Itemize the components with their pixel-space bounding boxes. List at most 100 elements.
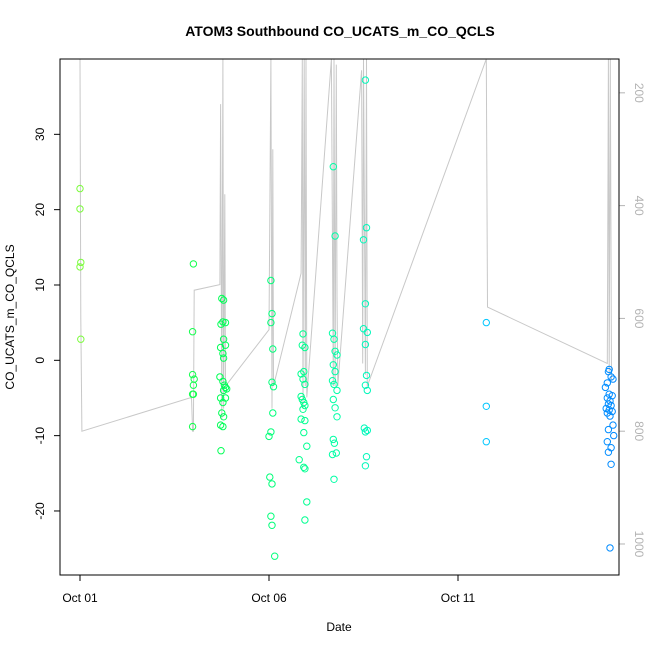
flight-track <box>79 59 612 432</box>
data-point <box>610 431 618 440</box>
data-point <box>330 439 339 447</box>
data-point <box>363 328 371 337</box>
data-point <box>76 184 84 193</box>
data-point <box>271 552 279 560</box>
data-point <box>301 401 309 410</box>
data-point <box>362 371 371 380</box>
data-point <box>604 425 613 434</box>
data-point <box>188 370 197 379</box>
y-tick-label: -10 <box>33 427 47 445</box>
data-point <box>330 335 338 343</box>
data-point <box>301 343 309 352</box>
data-point <box>267 276 275 285</box>
data-point <box>609 421 617 429</box>
y-axis-label: CO_UCATS_m_CO_QCLS <box>3 244 17 389</box>
data-point <box>219 349 227 358</box>
y-tick-label: -20 <box>33 502 47 520</box>
data-point <box>329 435 337 444</box>
data-point <box>603 379 611 387</box>
data-point <box>333 386 341 395</box>
data-point <box>219 354 228 362</box>
plot-frame <box>59 58 620 576</box>
data-point <box>328 377 337 385</box>
data-point <box>331 232 339 240</box>
data-point <box>329 395 337 404</box>
data-point <box>268 480 276 488</box>
data-point <box>607 373 615 381</box>
data-point <box>361 428 370 436</box>
data-point <box>333 351 341 359</box>
data-point <box>609 375 617 383</box>
data-point <box>482 318 490 327</box>
data-point <box>299 330 307 338</box>
data-points <box>76 76 618 560</box>
data-point <box>189 260 198 268</box>
data-point <box>606 412 614 420</box>
data-point <box>330 380 338 389</box>
y2-tick-label: 1000 <box>632 531 646 558</box>
data-point <box>361 381 370 389</box>
data-point <box>359 236 368 244</box>
data-point <box>219 413 228 421</box>
data-point <box>219 386 228 395</box>
data-point <box>608 407 616 416</box>
y-tick-label: 10 <box>33 278 47 292</box>
data-point <box>218 409 226 417</box>
data-point <box>359 325 368 333</box>
data-point <box>482 402 490 410</box>
data-point <box>298 341 306 349</box>
track-line <box>79 59 612 432</box>
x-tick-label: Oct 11 <box>441 591 476 605</box>
y-tick-label: 30 <box>33 127 47 141</box>
data-point <box>333 413 341 421</box>
data-point <box>268 309 276 318</box>
x-axis-label: Date <box>326 620 352 634</box>
data-point <box>362 224 371 232</box>
data-point <box>299 405 307 413</box>
x-tick-label: Oct 01 <box>62 591 98 605</box>
data-point <box>189 381 198 389</box>
data-point <box>361 300 370 308</box>
data-point <box>268 378 276 386</box>
data-point <box>217 447 225 455</box>
data-point <box>482 438 490 446</box>
data-point <box>300 428 308 437</box>
data-point <box>267 512 275 520</box>
y2-tick-label: 800 <box>632 421 646 441</box>
data-point <box>604 448 613 456</box>
data-point <box>603 438 611 446</box>
data-point <box>332 449 340 457</box>
data-point <box>301 516 309 524</box>
data-point <box>268 521 276 529</box>
data-point <box>188 328 197 336</box>
data-point <box>269 409 277 417</box>
data-point <box>601 383 610 392</box>
data-point <box>297 415 305 423</box>
data-point <box>607 460 615 468</box>
y-tick-label: 0 <box>33 357 47 364</box>
data-point <box>363 386 371 395</box>
x-tick-label: Oct 06 <box>251 591 287 605</box>
y-tick-label: 20 <box>33 203 47 217</box>
data-point <box>361 76 370 84</box>
data-point <box>363 426 371 435</box>
data-point <box>330 475 338 483</box>
data-point <box>189 390 198 398</box>
data-point <box>301 380 309 389</box>
data-point <box>218 294 226 303</box>
data-point <box>361 462 370 470</box>
data-point <box>219 296 228 304</box>
data-point <box>301 416 309 425</box>
data-point <box>329 163 337 171</box>
data-point <box>606 544 614 552</box>
data-point <box>295 456 303 464</box>
data-point <box>331 367 339 376</box>
data-point <box>219 398 227 407</box>
data-point <box>331 404 339 412</box>
data-point <box>269 383 278 391</box>
data-point <box>361 340 370 349</box>
data-point <box>297 370 305 378</box>
data-point <box>265 432 273 441</box>
data-point <box>267 428 275 436</box>
data-point <box>362 453 371 461</box>
